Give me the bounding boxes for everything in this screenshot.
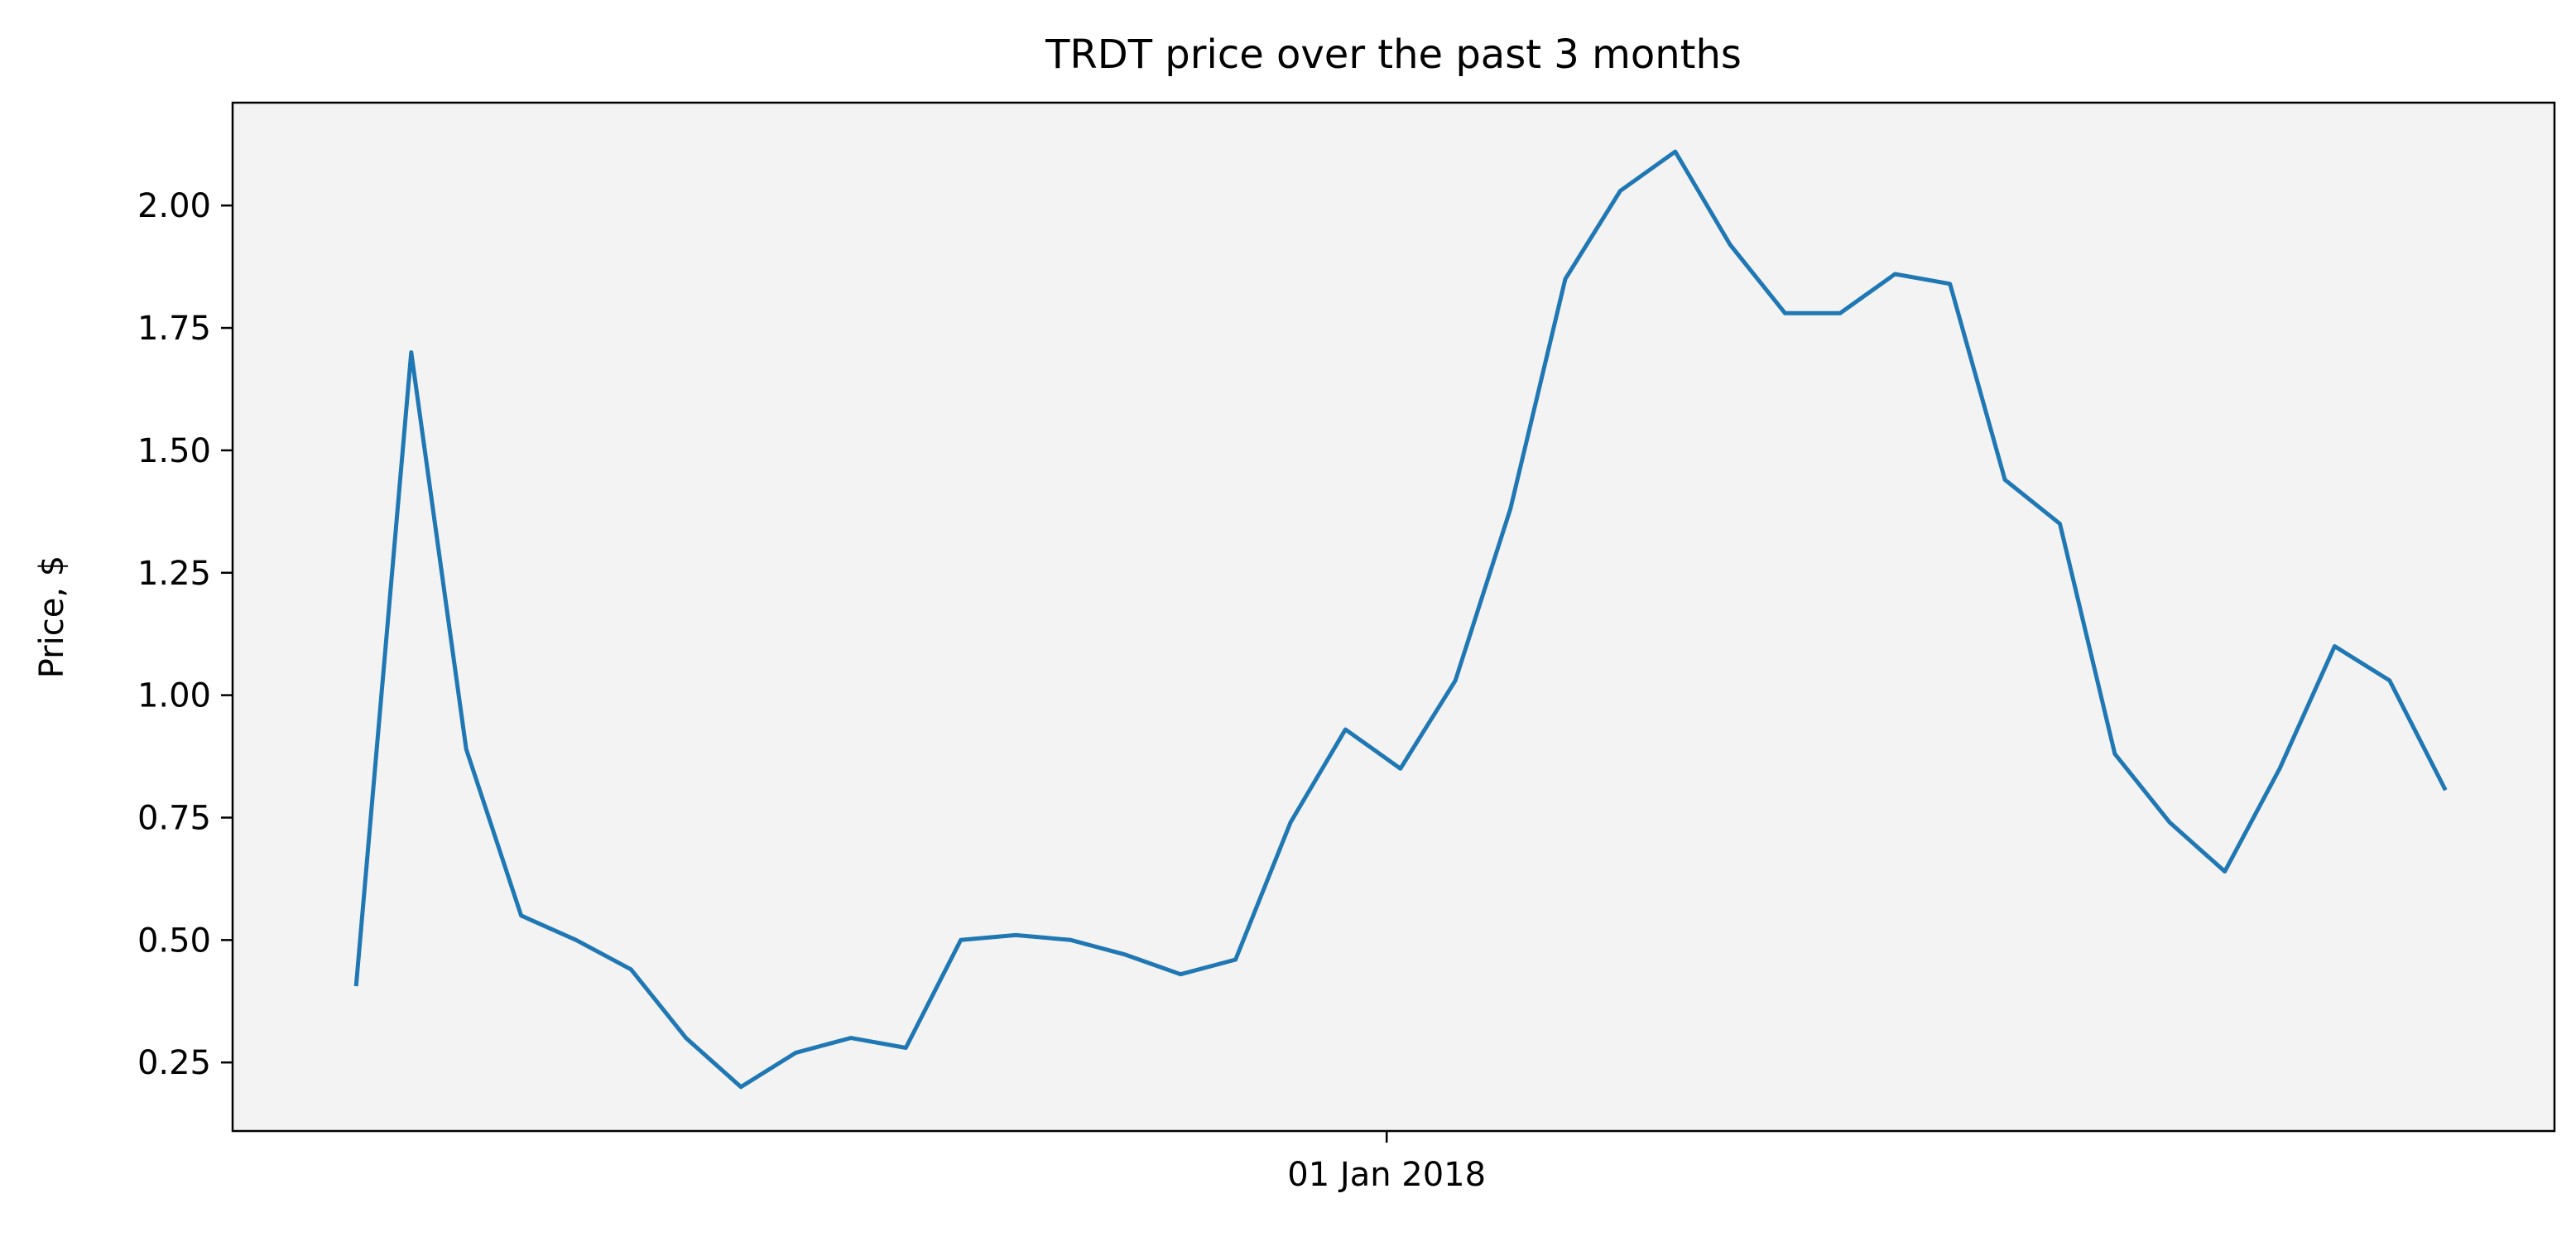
y-tick-label: 1.00: [137, 677, 211, 715]
plot-area: [233, 103, 2554, 1131]
y-tick-label: 0.75: [137, 799, 211, 837]
plot-frame: [231, 101, 2556, 1133]
x-axis-ticks: 01 Jan 2018: [1287, 1131, 1486, 1194]
y-tick-label: 2.00: [137, 187, 211, 225]
y-tick-label: 0.25: [137, 1044, 211, 1082]
y-tick-label: 1.25: [137, 555, 211, 593]
x-tick-label: 01 Jan 2018: [1287, 1156, 1486, 1194]
y-tick-label: 1.75: [137, 310, 211, 348]
y-tick-label: 1.50: [137, 432, 211, 470]
chart-title: TRDT price over the past 3 months: [1045, 31, 1742, 78]
y-axis-label: Price, $: [33, 556, 71, 678]
series-line: [353, 149, 2448, 1090]
y-tick-label: 0.50: [137, 922, 211, 960]
y-axis-ticks: 0.25 0.50 0.75 1.00 1.25 1.50 1.75 2.00: [137, 187, 233, 1082]
